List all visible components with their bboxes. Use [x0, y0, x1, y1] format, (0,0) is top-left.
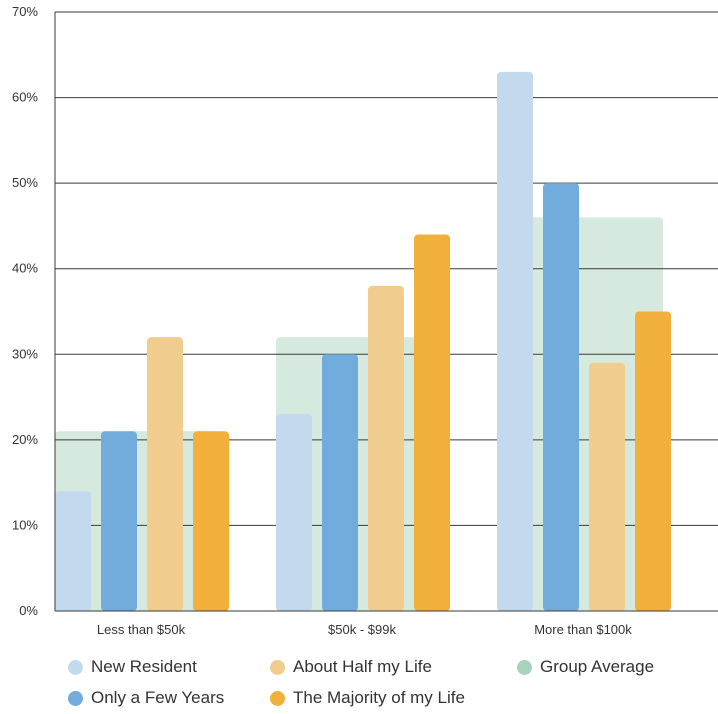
y-tick-label: 40%: [12, 261, 38, 276]
bar: [589, 362, 625, 611]
y-tick-label: 60%: [12, 90, 38, 105]
y-tick-label: 20%: [12, 432, 38, 447]
legend-item-majority: The Majority of my Life: [270, 685, 465, 711]
legend-label: About Half my Life: [293, 657, 432, 676]
y-tick-label: 70%: [12, 4, 38, 19]
legend-swatch: [270, 659, 285, 675]
bar: [368, 285, 404, 611]
bar: [543, 183, 579, 611]
x-tick-label: $50k - $99k: [328, 622, 396, 637]
bar: [635, 311, 671, 611]
bar: [497, 71, 533, 611]
legend-item-group-average: Group Average: [517, 654, 654, 680]
bar: [193, 431, 229, 611]
x-tick-label: More than $100k: [534, 622, 632, 637]
bar-chart: 0% 10% 20% 30% 40% 50% 60% 70% Less than $50k $50…: [12, 4, 718, 637]
bar: [414, 234, 450, 611]
y-tick-label: 0%: [19, 603, 38, 618]
legend-label: The Majority of my Life: [293, 688, 465, 707]
bar: [55, 491, 91, 611]
legend-label: New Resident: [91, 657, 197, 676]
legend-item-few-years: Only a Few Years: [68, 685, 224, 711]
bar: [276, 414, 312, 611]
y-tick-label: 30%: [12, 346, 38, 361]
legend-item-new-resident: New Resident: [68, 654, 197, 680]
legend-swatch: [517, 659, 532, 675]
y-tick-label: 10%: [12, 517, 38, 532]
legend-swatch: [68, 690, 83, 706]
y-tick-label: 50%: [12, 175, 38, 190]
legend-item-about-half: About Half my Life: [270, 654, 432, 680]
x-tick-label: Less than $50k: [97, 622, 186, 637]
bar: [322, 354, 358, 611]
bar: [147, 337, 183, 611]
legend-label: Group Average: [540, 657, 655, 676]
legend: New Resident About Half my Life Group Av…: [68, 654, 708, 714]
legend-swatch: [270, 690, 285, 706]
legend-swatch: [68, 659, 83, 675]
legend-label: Only a Few Years: [91, 688, 225, 707]
bar: [101, 431, 137, 611]
